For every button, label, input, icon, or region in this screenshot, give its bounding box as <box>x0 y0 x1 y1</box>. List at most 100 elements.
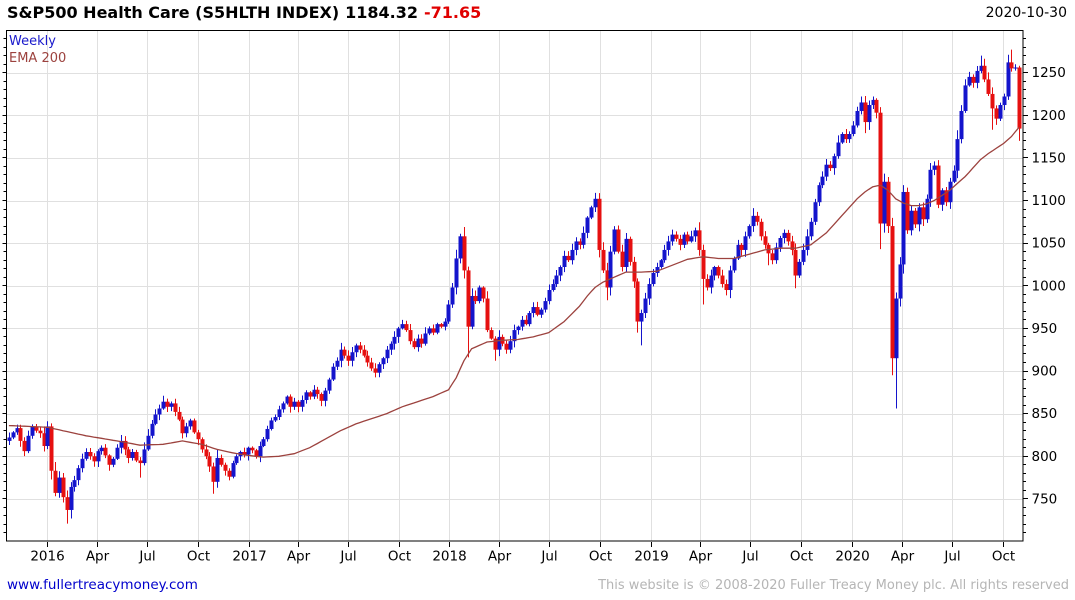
candle-body <box>211 466 216 482</box>
candle-body <box>620 251 625 267</box>
candle-body <box>165 401 170 407</box>
candle-body <box>26 435 31 452</box>
candle-body <box>173 403 178 412</box>
y-axis-label: 850 <box>1032 406 1058 422</box>
candle-body <box>971 76 976 83</box>
candle-body <box>909 210 914 231</box>
candle-body <box>22 440 27 452</box>
candle-body <box>470 295 475 327</box>
candle-body <box>300 399 305 407</box>
candle-body <box>674 234 679 239</box>
candle-body <box>682 234 687 245</box>
x-axis-label: Jul <box>540 549 557 565</box>
candle-body <box>797 261 802 276</box>
candle-body <box>327 379 332 391</box>
candle-body <box>84 451 89 459</box>
candle-body <box>917 207 922 225</box>
x-axis-label: Oct <box>790 549 813 565</box>
candle-body <box>678 238 683 245</box>
candle-body <box>119 440 124 448</box>
candle-body <box>824 164 829 177</box>
candle-body <box>512 330 517 342</box>
candle-body <box>365 355 370 363</box>
candle-body <box>126 449 131 458</box>
candle-body <box>180 419 185 434</box>
instrument-title: S&P500 Health Care (S5HLTH INDEX) <box>7 3 340 22</box>
candle-body <box>990 93 995 109</box>
candle-body <box>339 349 344 361</box>
candle-body <box>146 435 151 450</box>
site-link[interactable]: www.fullertreacymoney.com <box>7 577 198 593</box>
candle-body <box>134 451 139 461</box>
y-axis-label: 750 <box>1032 491 1058 507</box>
candle-body <box>123 440 128 450</box>
candle-body <box>400 324 405 329</box>
candle-body <box>628 238 633 262</box>
candle-body <box>285 396 290 404</box>
candle-body <box>138 460 143 464</box>
candle-body <box>755 215 760 222</box>
candle-body <box>392 336 397 344</box>
candle-body <box>859 102 864 111</box>
candle-body <box>477 287 482 302</box>
candle-body <box>462 236 467 271</box>
candle-body <box>277 409 282 418</box>
candle-body <box>593 198 598 208</box>
candle-body <box>871 99 876 106</box>
candle-body <box>793 249 798 276</box>
candle-body <box>450 287 455 305</box>
candle-body <box>809 221 814 237</box>
ema-line <box>8 126 1020 458</box>
candle-body <box>292 401 297 407</box>
candle-body <box>489 330 494 339</box>
candle-body <box>790 241 795 250</box>
candle-body <box>986 79 991 94</box>
x-axis-label: 2019 <box>634 549 668 565</box>
candle-body <box>481 287 486 299</box>
candle-body <box>948 181 953 203</box>
candle-body <box>215 457 220 482</box>
candle-body <box>419 338 424 344</box>
candle-body <box>57 477 62 493</box>
candle-body <box>493 338 498 350</box>
y-axis-label: 1250 <box>1032 65 1066 81</box>
candle-body <box>516 326 521 331</box>
candle-body <box>227 470 232 477</box>
candle-body <box>335 360 340 367</box>
x-axis-label: Oct <box>187 549 210 565</box>
candle-body <box>269 420 274 429</box>
chart-legend: Weekly EMA 200 <box>9 33 66 67</box>
candle-body <box>585 217 590 233</box>
page-footer: www.fullertreacymoney.com This website i… <box>0 572 1075 600</box>
candle-body <box>342 349 347 356</box>
candle-body <box>728 270 733 291</box>
x-axis-label: Oct <box>992 549 1015 565</box>
candle-body <box>639 313 644 322</box>
candle-body <box>7 437 12 441</box>
x-axis-label: 2016 <box>30 549 64 565</box>
candle-body <box>435 324 440 333</box>
candle-body <box>161 401 166 409</box>
candle-body <box>53 470 58 493</box>
candle-body <box>867 105 872 123</box>
candle-body <box>115 447 120 459</box>
candle-body <box>786 232 791 242</box>
candle-body <box>747 226 752 237</box>
last-price: 1184.32 <box>345 3 419 22</box>
candle-body <box>840 134 845 143</box>
candle-body <box>308 392 313 397</box>
y-axis-label: 1100 <box>1032 193 1066 209</box>
y-axis-label: 1200 <box>1032 108 1066 124</box>
candle-body <box>223 464 228 471</box>
candle-body <box>354 345 359 353</box>
candle-body <box>408 330 413 342</box>
candle-body <box>836 142 841 157</box>
candle-body <box>616 229 621 252</box>
x-axis-label: 2020 <box>835 549 869 565</box>
y-axis-label: 1000 <box>1032 278 1066 294</box>
candle-body <box>624 238 629 267</box>
candle-body <box>389 343 394 350</box>
candle-body <box>736 244 741 259</box>
candle-body <box>928 169 933 199</box>
